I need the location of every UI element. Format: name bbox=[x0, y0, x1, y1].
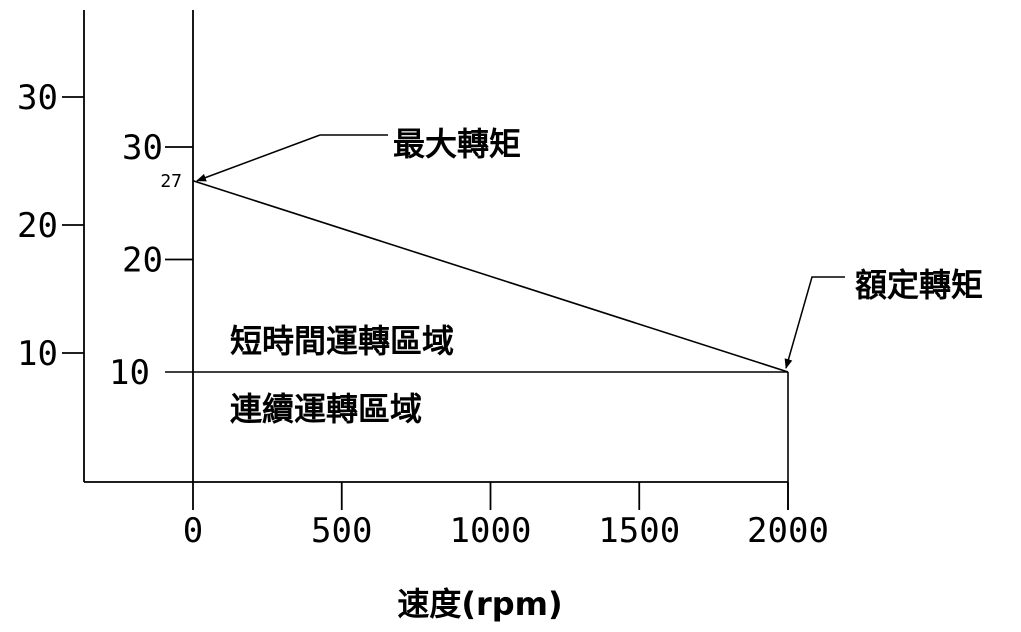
max-torque-label: 最大轉矩 bbox=[393, 125, 521, 163]
x-axis-title: 速度(rpm) bbox=[397, 585, 562, 623]
short-time-region-label: 短時間運轉區域 bbox=[230, 322, 454, 360]
rated-torque-arrow bbox=[784, 276, 845, 369]
outer-y-tick-label: 10 bbox=[17, 334, 58, 374]
inner-y-tick-label-27: 27 bbox=[160, 171, 182, 192]
x-tick-label: 2000 bbox=[747, 511, 829, 551]
max-torque-arrow bbox=[196, 134, 321, 182]
outer-y-tick-label: 30 bbox=[17, 78, 58, 118]
x-tick-label: 1500 bbox=[598, 511, 680, 551]
outer-y-tick-label: 20 bbox=[17, 206, 58, 246]
inner-y-tick-label: 30 bbox=[122, 128, 163, 168]
continuous-region-label: 連續運轉區域 bbox=[230, 390, 422, 428]
rated-torque-label: 額定轉矩 bbox=[855, 266, 983, 304]
max-torque-line bbox=[192, 179, 789, 373]
x-tick-label: 500 bbox=[311, 511, 372, 551]
x-tick-label: 1000 bbox=[450, 511, 532, 551]
inner-y-tick-label: 20 bbox=[122, 241, 163, 281]
inner-y-tick-label: 10 bbox=[109, 353, 150, 393]
x-tick-label: 0 bbox=[183, 511, 203, 551]
